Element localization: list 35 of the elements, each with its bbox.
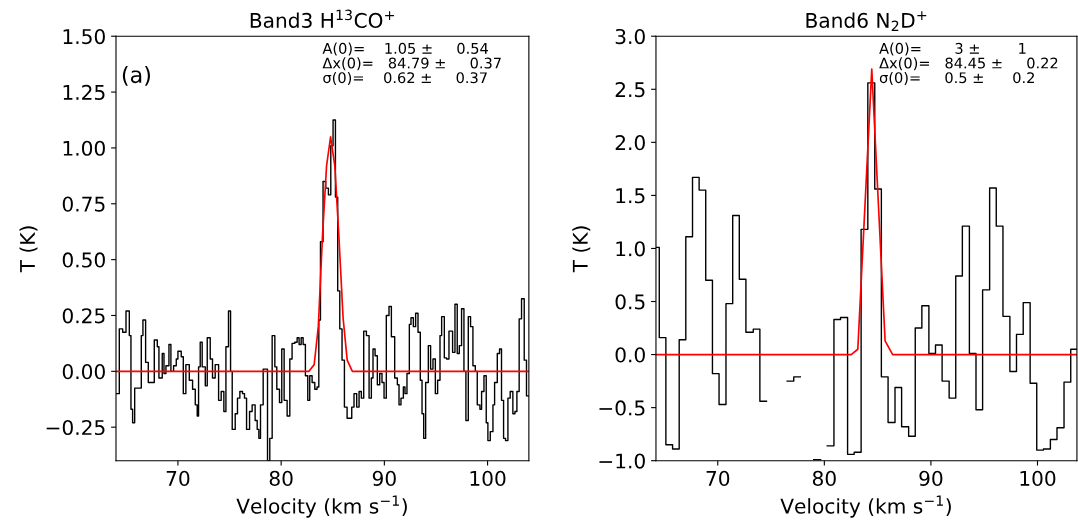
- line-series: [115, 135, 529, 373]
- y-tick-label: 1.25: [63, 84, 105, 101]
- y-tick-label: 0.0: [615, 347, 645, 363]
- y-tick-label: 2.0: [615, 135, 645, 151]
- y-tick-label: 0.75: [62, 196, 105, 212]
- x-tick-label: 100: [470, 470, 506, 486]
- x-axis-title: Velocity (km s$^{−1}$): [780, 495, 951, 518]
- chart-title: Band6 N$_{2}$D$^{+}$: [806, 11, 927, 32]
- annotation: (a): [122, 65, 150, 86]
- x-tick-label: 90: [372, 470, 396, 486]
- x-tick-label: 70: [706, 470, 730, 486]
- y-tick-label: 0.5: [615, 294, 645, 310]
- y-tick-label: 1.00: [63, 140, 105, 156]
- y-tick-label: 1.0: [616, 241, 645, 257]
- y-tick-label: 0.00: [62, 364, 105, 380]
- y-axis-title: T (K): [19, 226, 38, 273]
- y-tick-label: −0.25: [46, 419, 105, 436]
- x-tick-label: 70: [166, 470, 190, 486]
- annotation: A(0)= 1.05 ± 0.54 Δx(0)= 84.79 ± 0.37 σ(0)= 0.62 ± 0.37: [322, 42, 501, 85]
- y-tick-label: 1.5: [616, 188, 645, 204]
- y-tick-label: 1.50: [63, 28, 105, 45]
- y-tick-label: −0.5: [599, 400, 645, 416]
- y-tick-label: 3.0: [615, 28, 645, 45]
- x-tick-label: 90: [919, 470, 943, 486]
- chart-title: Band3 H$^{13}$CO$^{+}$: [250, 9, 394, 29]
- y-tick-label: 2.5: [615, 81, 645, 98]
- x-axis-title: Velocity (km s$^{−1}$): [236, 495, 407, 518]
- y-tick-label: 0.50: [62, 252, 105, 268]
- x-tick-label: 100: [1020, 470, 1056, 486]
- y-tick-label: 0.25: [62, 308, 105, 324]
- y-tick-label: −1.0: [599, 453, 645, 469]
- y-axis-title: T (K): [572, 226, 591, 273]
- annotation: A(0)= 3 ± 1 Δx(0)= 84.45 ± 0.22 σ(0)= 0.5 ± 0.2: [879, 42, 1058, 85]
- x-tick-label: 80: [269, 470, 293, 486]
- x-tick-label: 80: [812, 470, 836, 486]
